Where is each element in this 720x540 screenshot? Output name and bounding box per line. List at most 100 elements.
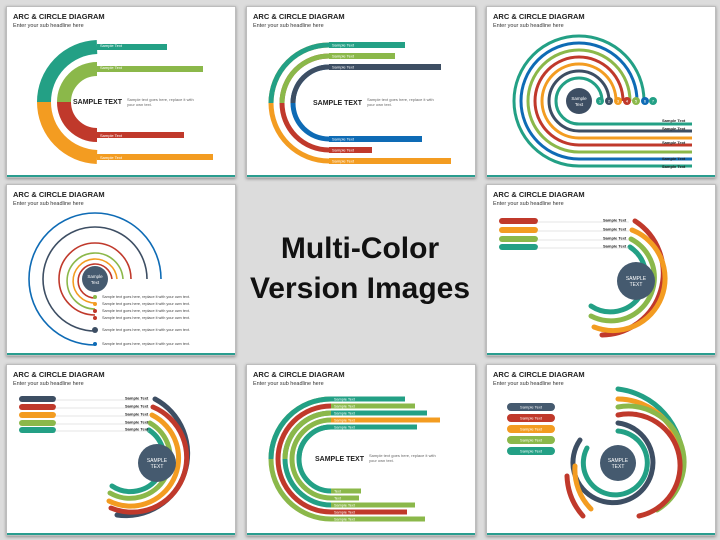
svg-text:7: 7 (652, 99, 655, 104)
slide-thumbnail-2[interactable]: ARC & CIRCLE DIAGRAM Enter your sub head… (246, 6, 476, 178)
svg-text:your own text.: your own text. (127, 102, 152, 107)
slide-subtitle: Enter your sub headline here (13, 381, 84, 387)
ring-arc-diagram-2: Sample Text Sample Text Sample Text Sample… (19, 396, 191, 519)
slide-title: ARC & CIRCLE DIAGRAM (13, 370, 105, 379)
svg-text:Sample Text: Sample Text (603, 218, 627, 223)
svg-text:Sample: Sample (571, 96, 587, 101)
svg-text:Sample Text: Sample Text (334, 511, 356, 515)
slide-thumbnail-6[interactable]: ARC & CIRCLE DIAGRAM Enter your sub head… (486, 184, 716, 356)
svg-text:Sample text goes here, replace: Sample text goes here, replace it with (367, 97, 434, 102)
slide-thumbnail-1[interactable]: ARC & CIRCLE DIAGRAM Enter your sub head… (6, 6, 236, 178)
slide-thumbnail-7[interactable]: ARC & CIRCLE DIAGRAM Enter your sub head… (6, 364, 236, 536)
svg-text:Sample Text: Sample Text (332, 54, 355, 59)
slide-title: ARC & CIRCLE DIAGRAM (13, 12, 105, 21)
svg-text:SAMPLE: SAMPLE (626, 276, 647, 282)
svg-text:4: 4 (626, 99, 629, 104)
svg-text:Sample Text: Sample Text (603, 236, 627, 241)
slide-subtitle: Enter your sub headline here (493, 201, 564, 207)
slide-title: ARC & CIRCLE DIAGRAM (493, 370, 585, 379)
svg-text:Sample Text: Sample Text (520, 449, 543, 454)
svg-text:TEXT: TEXT (630, 282, 643, 288)
svg-text:Sample Text: Sample Text (520, 427, 543, 432)
slide-thumbnail-3[interactable]: ARC & CIRCLE DIAGRAM Enter your sub head… (486, 6, 716, 178)
ring-arc-diagram-3: Sample Text Sample Text Sample Text Sample… (507, 386, 687, 519)
svg-text:SAMPLE: SAMPLE (147, 458, 168, 464)
svg-text:6: 6 (644, 99, 647, 104)
svg-text:Sample Text: Sample Text (332, 137, 355, 142)
svg-text:Sample Text: Sample Text (603, 244, 627, 249)
svg-text:Sample Text: Sample Text (662, 164, 686, 169)
svg-text:Sample Text: Sample Text (334, 398, 356, 402)
slide-subtitle: Enter your sub headline here (253, 381, 324, 387)
svg-text:your own text.: your own text. (369, 458, 394, 463)
svg-text:TEXT: TEXT (612, 464, 625, 470)
slide-subtitle: Enter your sub headline here (13, 201, 84, 207)
svg-text:Sample Text: Sample Text (332, 148, 355, 153)
svg-text:Sample Text: Sample Text (662, 126, 686, 131)
svg-text:Sample Text: Sample Text (332, 159, 355, 164)
arc-bar-diagram-3: Sample Text Sample Text Sample Text Sample… (268, 396, 440, 522)
slide-thumbnail-8[interactable]: ARC & CIRCLE DIAGRAM Enter your sub head… (246, 364, 476, 536)
svg-text:Sample text goes here, replace: Sample text goes here, replace it with (127, 97, 194, 102)
slide-title: ARC & CIRCLE DIAGRAM (493, 12, 585, 21)
svg-text:SAMPLE TEXT: SAMPLE TEXT (73, 99, 123, 106)
svg-text:Sample Text: Sample Text (100, 155, 123, 160)
svg-text:Sample Text: Sample Text (334, 518, 356, 522)
spiral-arc-diagram: Sample Text Sample text goes here, repla… (28, 212, 190, 346)
svg-text:your own text.: your own text. (367, 102, 392, 107)
slide-title: ARC & CIRCLE DIAGRAM (13, 190, 105, 199)
svg-text:Sample Text: Sample Text (334, 419, 356, 423)
svg-text:Sample: Sample (87, 274, 103, 279)
svg-text:Sample text goes here, replace: Sample text goes here, replace it with y… (102, 328, 190, 332)
heading-line-1: Multi-Color (280, 232, 440, 265)
slide-title: ARC & CIRCLE DIAGRAM (493, 190, 585, 199)
heading-line-2: Version Images (249, 272, 471, 305)
svg-text:Sample text goes here, replace: Sample text goes here, replace it with y… (102, 316, 190, 320)
svg-text:SAMPLE TEXT: SAMPLE TEXT (313, 100, 363, 107)
svg-text:Sample Text: Sample Text (125, 404, 149, 409)
svg-text:Text: Text (334, 490, 342, 494)
slide-thumbnail-4[interactable]: ARC & CIRCLE DIAGRAM Enter your sub head… (6, 184, 236, 356)
svg-text:TEXT: TEXT (151, 464, 164, 470)
svg-text:2: 2 (608, 99, 611, 104)
svg-text:Sample Text: Sample Text (662, 118, 686, 123)
svg-text:Sample Text: Sample Text (125, 396, 149, 401)
svg-text:Sample text goes here, replace: Sample text goes here, replace it with y… (102, 309, 190, 313)
svg-text:Sample text goes here, replace: Sample text goes here, replace it with y… (102, 295, 190, 299)
slide-subtitle: Enter your sub headline here (493, 23, 564, 29)
svg-text:SAMPLE: SAMPLE (608, 458, 629, 464)
svg-text:Sample Text: Sample Text (125, 427, 149, 432)
svg-text:Sample Text: Sample Text (334, 504, 356, 508)
svg-text:Sample Text: Sample Text (334, 405, 356, 409)
svg-text:Text: Text (575, 102, 584, 107)
svg-text:Sample Text: Sample Text (662, 156, 686, 161)
slide-thumbnail-9[interactable]: ARC & CIRCLE DIAGRAM Enter your sub head… (486, 364, 716, 536)
svg-text:Sample Text: Sample Text (125, 420, 149, 425)
slide-subtitle: Enter your sub headline here (253, 23, 324, 29)
center-heading: Multi-Color Version Images (247, 184, 473, 354)
svg-text:Sample Text: Sample Text (603, 227, 627, 232)
svg-text:Sample text goes here, replace: Sample text goes here, replace it with y… (102, 342, 190, 346)
svg-text:Sample text goes here, replace: Sample text goes here, replace it with (369, 453, 436, 458)
slide-title: ARC & CIRCLE DIAGRAM (253, 370, 345, 379)
svg-text:Sample Text: Sample Text (100, 43, 123, 48)
svg-text:1: 1 (599, 99, 602, 104)
svg-text:Sample Text: Sample Text (125, 412, 149, 417)
slide-title: ARC & CIRCLE DIAGRAM (253, 12, 345, 21)
svg-text:Sample Text: Sample Text (100, 133, 123, 138)
arc-bar-diagram-2: Sample Text Sample Text Sample Text Samp… (268, 42, 451, 164)
svg-text:Sample Text: Sample Text (334, 412, 356, 416)
slide-subtitle: Enter your sub headline here (13, 23, 84, 29)
svg-text:Sample text goes here, replace: Sample text goes here, replace it with y… (102, 302, 190, 306)
svg-text:Text: Text (334, 497, 342, 501)
svg-text:Text: Text (91, 280, 100, 285)
concentric-arc-diagram: Sample Text 1 2 3 4 5 6 7 Sample Text Sample… (512, 34, 692, 169)
svg-text:Sample Text: Sample Text (334, 426, 356, 430)
svg-text:Sample Text: Sample Text (100, 65, 123, 70)
svg-text:5: 5 (635, 99, 638, 104)
svg-text:Sample Text: Sample Text (520, 438, 543, 443)
svg-text:Sample Text: Sample Text (662, 140, 686, 145)
ring-arc-diagram-1: Sample Text Sample Text Sample Text Sample… (499, 218, 668, 338)
svg-text:Sample Text: Sample Text (332, 43, 355, 48)
slide-subtitle: Enter your sub headline here (493, 381, 564, 387)
